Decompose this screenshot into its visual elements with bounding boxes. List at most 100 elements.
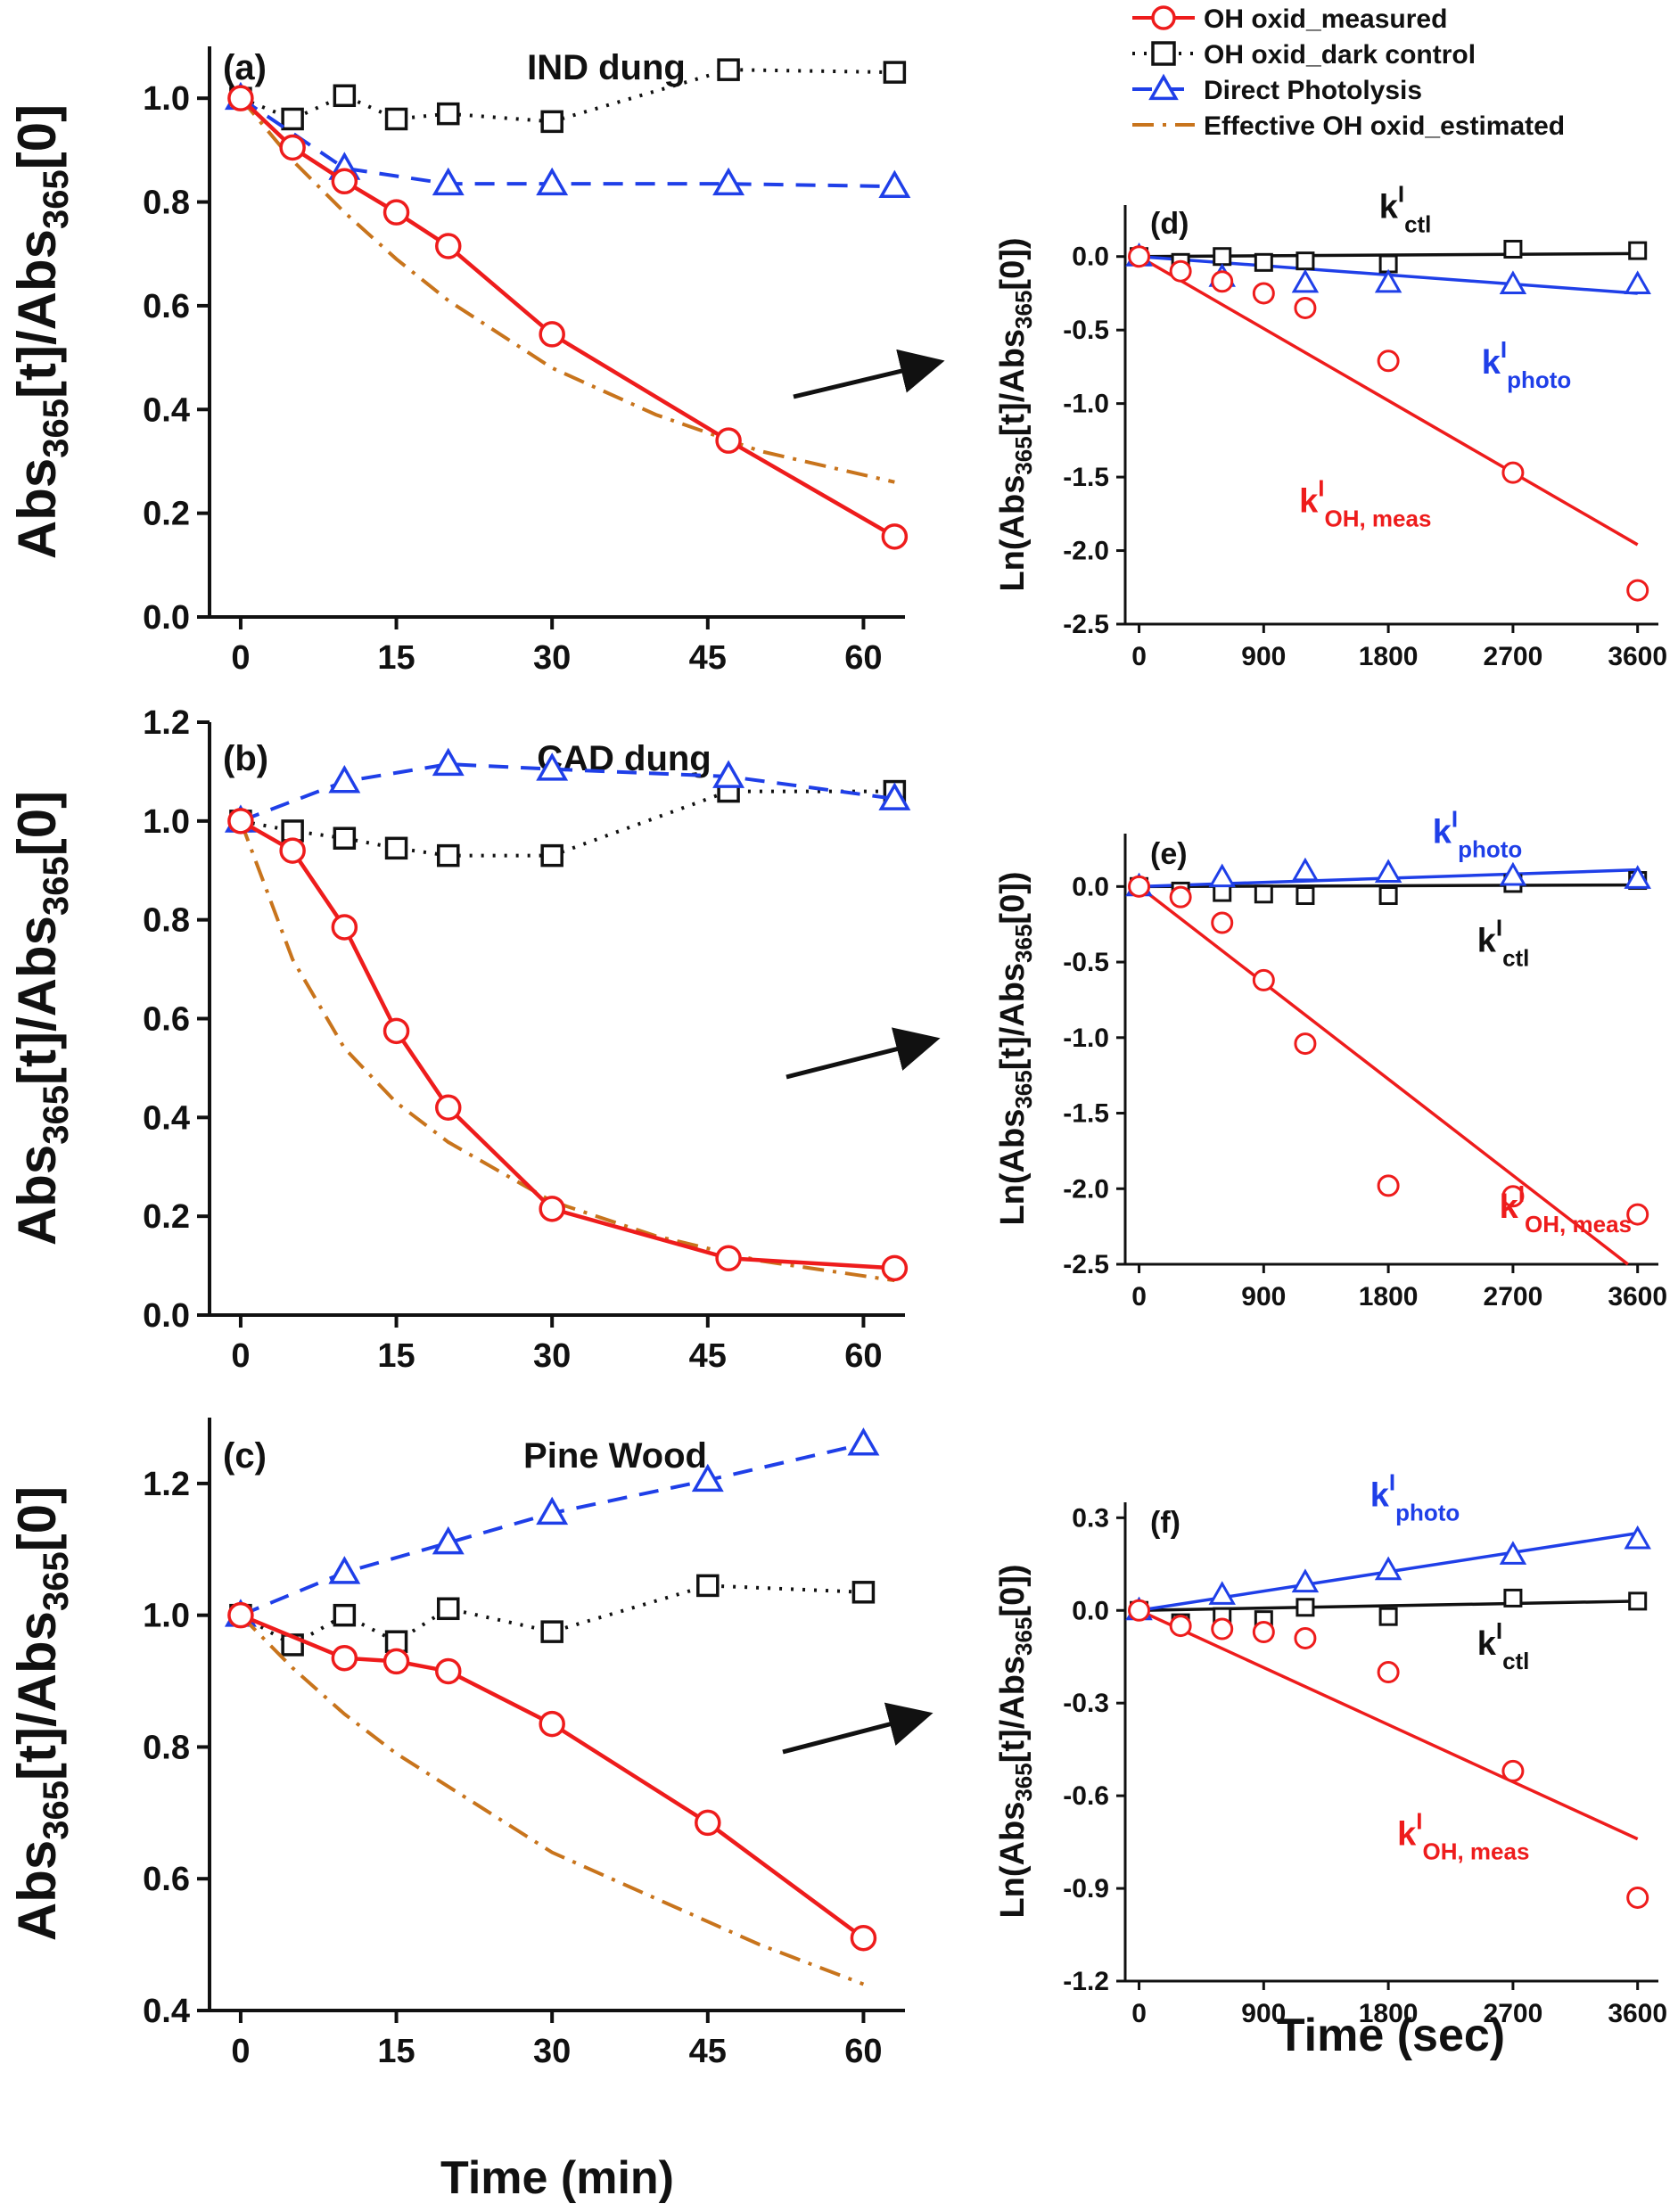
x-tick-label: 900 <box>1241 1282 1286 1312</box>
x-tick-label: 1800 <box>1359 1999 1419 2028</box>
y-tick-label: 0.6 <box>143 288 190 325</box>
data-point-dark <box>1503 239 1523 259</box>
data-point-dark <box>1378 885 1398 905</box>
data-point-measured <box>539 1196 565 1222</box>
data-point-dark <box>717 58 740 81</box>
data-point-dark <box>437 102 460 126</box>
y-tick-label: -1.0 <box>1063 1024 1109 1053</box>
legend-entry-photo: Direct Photolysis <box>1132 73 1422 105</box>
x-tick-label: 0 <box>1131 1999 1147 2028</box>
y-tick-label: 0.6 <box>143 1861 190 1898</box>
data-point-photo <box>1291 268 1320 293</box>
data-point-measured <box>1169 259 1192 283</box>
x-tick-label: 60 <box>844 639 882 677</box>
x-tick-label: 45 <box>689 639 727 677</box>
axis-titles: Abs365[t]/Abs365[0] Abs365[t]/Abs365[0] Ab… <box>7 104 1505 2204</box>
data-point-measured <box>331 1644 358 1672</box>
y-axis-title-c: Abs365[t]/Abs365[0] <box>7 1486 76 1941</box>
data-point-photo <box>1499 861 1527 886</box>
data-point-measured <box>435 1094 462 1121</box>
data-point-measured <box>1211 1617 1234 1640</box>
x-tick-label: 1800 <box>1359 1282 1419 1312</box>
data-point-measured <box>279 837 306 864</box>
data-point-dark <box>384 836 408 860</box>
data-point-measured <box>435 1657 462 1685</box>
data-point-measured <box>1501 1185 1525 1208</box>
data-point-photo <box>328 765 361 794</box>
data-point-measured <box>850 1924 877 1952</box>
data-point-photo <box>1624 270 1651 295</box>
y-tick-label: -0.5 <box>1063 948 1109 977</box>
y-tick-label: 0.3 <box>1072 1503 1109 1533</box>
data-point-measured <box>1252 968 1275 991</box>
data-point-measured <box>1128 245 1151 268</box>
data-point-measured <box>1501 461 1525 484</box>
y-tick-label: -0.9 <box>1063 1874 1109 1904</box>
y-axis-title-d: Ln(Abs365[t]/Abs365[0]) <box>994 237 1037 591</box>
data-point-photo <box>1499 1541 1527 1565</box>
x-tick-label: 15 <box>377 1337 415 1375</box>
data-point-photo <box>536 1496 569 1525</box>
data-point-measured <box>1377 349 1400 373</box>
data-point-dark <box>540 1620 563 1643</box>
x-tick-label: 30 <box>533 639 571 677</box>
data-point-measured <box>382 1648 410 1675</box>
data-point-measured <box>1377 1661 1400 1684</box>
panel-c: 0.4 0.6 0.8 1.0 1.2 0 15 30 45 60 (c) Pine Wood <box>143 1418 905 2070</box>
k-label-dark-e: kIctl <box>1477 915 1530 972</box>
data-point-dark <box>851 1581 876 1604</box>
x-tick-label: 3600 <box>1608 642 1667 671</box>
y-tick-label: -0.3 <box>1063 1689 1109 1718</box>
x-tick-label: 2700 <box>1484 1999 1543 2028</box>
data-point-measured <box>1211 911 1234 934</box>
data-point-dark <box>1254 252 1273 272</box>
k-label-photo-e: kIphoto <box>1433 806 1523 863</box>
data-point-photo <box>712 760 745 788</box>
data-point-measured <box>1501 1759 1525 1782</box>
y-tick-label: 1.0 <box>143 80 190 118</box>
data-point-dark <box>696 1574 720 1598</box>
data-point-measured <box>1211 270 1234 293</box>
fit-line-measured-d <box>1138 255 1639 547</box>
series-line-estimated-c <box>239 1614 865 1986</box>
legend-label-dark: OH oxid_dark control <box>1204 40 1476 70</box>
legend-entry-measured: OH oxid_measured <box>1132 4 1447 34</box>
data-point-measured <box>1128 1599 1151 1622</box>
data-point-photo <box>328 1556 361 1584</box>
y-axis-title-b: Abs365[t]/Abs365[0] <box>7 791 76 1246</box>
x-tick-label: 45 <box>689 2033 727 2070</box>
x-tick-label: 900 <box>1241 642 1286 671</box>
data-point-photo <box>1291 857 1320 882</box>
data-point-measured <box>1252 282 1275 305</box>
data-point-measured <box>1626 579 1649 602</box>
series-line-estimated-a <box>239 96 895 484</box>
data-point-dark <box>1213 247 1232 267</box>
legend-entry-estimated: Effective OH oxid_estimated <box>1132 111 1565 141</box>
y-tick-label: 0.4 <box>143 1993 190 2030</box>
y-axis-title-a: Abs365[t]/Abs365[0] <box>7 104 76 559</box>
data-point-dark <box>437 1597 460 1621</box>
panel-label-c: (c) <box>223 1436 267 1476</box>
data-point-dark <box>1378 1607 1398 1626</box>
data-point-photo <box>432 167 465 196</box>
k-label-photo-f: kIphoto <box>1370 1469 1460 1526</box>
y-tick-label: 0.4 <box>143 391 190 429</box>
x-tick-label: 15 <box>377 639 415 677</box>
x-tick-label: 3600 <box>1608 1282 1667 1312</box>
data-point-photo <box>847 1427 880 1456</box>
data-point-dark <box>1296 251 1315 271</box>
panel-e: -2.5 -2.0 -1.5 -1.0 -0.5 0.0 0 900 1800 2700 3600 (… <box>1063 806 1667 1312</box>
legend-label-photo: Direct Photolysis <box>1204 76 1422 105</box>
y-tick-label: 0.2 <box>143 496 190 533</box>
data-point-measured <box>539 1710 565 1738</box>
legend-label-estimated: Effective OH oxid_estimated <box>1204 111 1565 141</box>
panels: 0.00.20.40.60.81.00 15 30 45 60(a) IND dung0.… <box>143 46 1667 2070</box>
y-tick-label: -1.2 <box>1063 1967 1109 1996</box>
data-point-photo <box>432 1525 465 1555</box>
x-tick-label: 1800 <box>1359 642 1419 671</box>
x-tick-label: 0 <box>1131 642 1147 671</box>
x-tick-label: 15 <box>377 2033 415 2070</box>
data-point-photo <box>536 167 569 196</box>
y-tick-label: -2.5 <box>1063 1250 1109 1279</box>
data-point-dark <box>883 61 907 84</box>
